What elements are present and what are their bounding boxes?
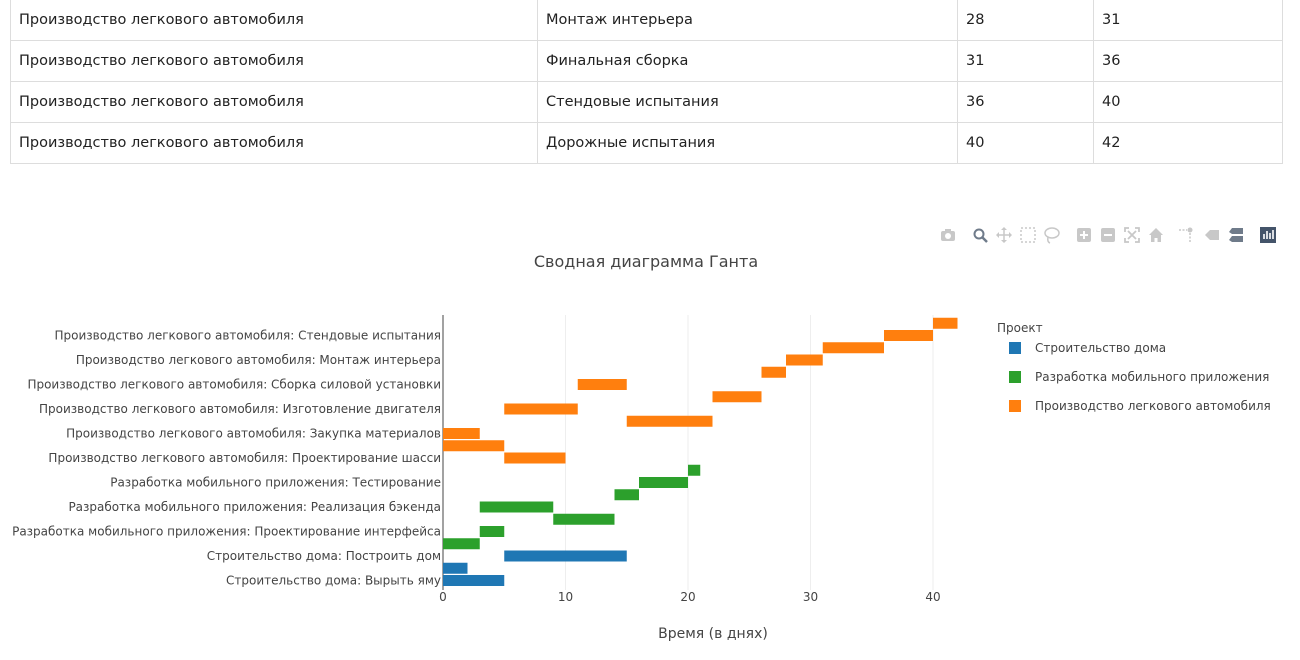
y-tick-label: Строительство дома: Вырыть яму bbox=[226, 574, 441, 588]
cell-start: 36 bbox=[957, 81, 1094, 123]
gantt-bar[interactable] bbox=[884, 330, 933, 341]
legend-swatch bbox=[1009, 371, 1021, 383]
gantt-bar[interactable] bbox=[688, 464, 701, 476]
cell-task: Дорожные испытания bbox=[537, 122, 958, 164]
gantt-bar[interactable] bbox=[639, 477, 688, 488]
legend-item[interactable]: Строительство дома bbox=[1009, 341, 1166, 355]
pan-icon[interactable] bbox=[996, 227, 1012, 243]
cell-start: 28 bbox=[957, 0, 1094, 41]
cell-end: 36 bbox=[1093, 40, 1283, 82]
gantt-bar[interactable] bbox=[504, 452, 566, 464]
data-table: Производство легкового автомобиля Монтаж … bbox=[10, 0, 1283, 164]
y-tick-label: Производство легкового автомобиля: Проек… bbox=[48, 451, 441, 465]
table-row: Производство легкового автомобиля Дорожны… bbox=[10, 122, 1283, 164]
hover-compare-icon[interactable] bbox=[1229, 228, 1243, 242]
legend-item[interactable]: Разработка мобильного приложения bbox=[1009, 370, 1269, 384]
hover-closest-icon[interactable] bbox=[1205, 230, 1219, 240]
table-row: Производство легкового автомобиля Монтаж … bbox=[10, 0, 1283, 41]
gantt-bar[interactable] bbox=[443, 428, 480, 439]
legend[interactable]: Проект Строительство дома Разработка мобил… bbox=[997, 321, 1271, 413]
y-tick-label: Производство легкового автомобиля: Закуп… bbox=[66, 427, 441, 441]
modebar[interactable] bbox=[941, 227, 1276, 244]
gantt-bar[interactable] bbox=[822, 342, 884, 354]
y-tick-label: Разработка мобильного приложения: Тестир… bbox=[110, 476, 441, 490]
camera-icon[interactable] bbox=[941, 229, 955, 241]
gantt-chart-svg[interactable]: Сводная диаграмма Ганта 0 10 20 30 40 Строител… bbox=[0, 200, 1300, 660]
y-tick-label: Производство легкового автомобиля: Монта… bbox=[76, 353, 441, 367]
gantt-bar[interactable] bbox=[504, 403, 578, 415]
cell-project: Производство легкового автомобиля bbox=[10, 122, 538, 164]
cell-project: Производство легкового автомобиля bbox=[10, 40, 538, 82]
autoscale-icon[interactable] bbox=[1124, 227, 1140, 243]
x-tick-label: 20 bbox=[680, 590, 695, 604]
x-tick-label: 10 bbox=[558, 590, 573, 604]
box-select-icon[interactable] bbox=[1020, 227, 1036, 243]
spike-lines-icon[interactable] bbox=[1179, 227, 1193, 243]
cell-project: Производство легкового автомобиля bbox=[10, 81, 538, 123]
cell-end: 42 bbox=[1093, 122, 1283, 164]
table-row: Производство легкового автомобиля Стендов… bbox=[10, 81, 1283, 123]
gantt-bar[interactable] bbox=[479, 501, 554, 513]
plotly-logo-icon[interactable] bbox=[1260, 227, 1276, 243]
gantt-bar[interactable] bbox=[712, 391, 762, 403]
cell-task: Монтаж интерьера bbox=[537, 0, 958, 41]
table-row: Производство легкового автомобиля Финальн… bbox=[10, 40, 1283, 82]
cell-end: 40 bbox=[1093, 81, 1283, 123]
y-tick-label: Производство легкового автомобиля: Изгот… bbox=[39, 402, 441, 416]
gantt-bar[interactable] bbox=[443, 562, 468, 574]
zoom-icon[interactable] bbox=[973, 228, 988, 243]
gantt-bar[interactable] bbox=[626, 415, 713, 427]
cell-end: 31 bbox=[1093, 0, 1283, 41]
legend-label: Производство легкового автомобиля bbox=[1035, 399, 1271, 413]
x-tick-label: 0 bbox=[439, 590, 447, 604]
gantt-bar[interactable] bbox=[786, 354, 823, 366]
zoom-in-icon[interactable] bbox=[1077, 228, 1091, 242]
cell-project: Производство легкового автомобиля bbox=[10, 0, 538, 41]
y-tick-label: Производство легкового автомобиля: Сборк… bbox=[27, 378, 441, 392]
cell-start: 40 bbox=[957, 122, 1094, 164]
cell-start: 31 bbox=[957, 40, 1094, 82]
x-axis-title: Время (в днях) bbox=[658, 626, 768, 642]
gantt-bar[interactable] bbox=[577, 379, 627, 390]
cell-task: Стендовые испытания bbox=[537, 81, 958, 123]
gantt-bar[interactable] bbox=[504, 550, 627, 562]
legend-label: Строительство дома bbox=[1035, 341, 1166, 355]
chart-title: Сводная диаграмма Ганта bbox=[534, 252, 758, 271]
y-tick-label: Разработка мобильного приложения: Реализ… bbox=[68, 500, 441, 514]
gantt-bar[interactable] bbox=[614, 489, 640, 501]
cell-task: Финальная сборка bbox=[537, 40, 958, 82]
gantt-bar[interactable] bbox=[761, 366, 787, 378]
zoom-out-icon[interactable] bbox=[1101, 228, 1115, 242]
reset-axes-icon[interactable] bbox=[1149, 228, 1163, 242]
gantt-bar[interactable] bbox=[443, 538, 480, 550]
gantt-bar[interactable] bbox=[443, 440, 505, 452]
legend-item[interactable]: Производство легкового автомобиля bbox=[1009, 399, 1271, 413]
legend-swatch bbox=[1009, 342, 1021, 354]
gantt-bar[interactable] bbox=[479, 526, 505, 537]
lasso-select-icon[interactable] bbox=[1044, 227, 1060, 244]
gantt-bar[interactable] bbox=[553, 513, 615, 525]
x-tick-label: 40 bbox=[925, 590, 940, 604]
legend-swatch bbox=[1009, 400, 1021, 412]
gantt-bar[interactable] bbox=[443, 575, 505, 586]
legend-title: Проект bbox=[997, 321, 1043, 335]
y-tick-label: Строительство дома: Построить дом bbox=[207, 549, 441, 563]
y-tick-label: Разработка мобильного приложения: Проект… bbox=[12, 525, 441, 539]
y-tick-label: Производство легкового автомобиля: Стенд… bbox=[54, 329, 441, 343]
gantt-chart[interactable]: Сводная диаграмма Ганта 0 10 20 30 40 Строител… bbox=[0, 200, 1300, 660]
x-tick-label: 30 bbox=[803, 590, 818, 604]
gantt-bar[interactable] bbox=[933, 317, 958, 329]
legend-label: Разработка мобильного приложения bbox=[1035, 370, 1269, 384]
